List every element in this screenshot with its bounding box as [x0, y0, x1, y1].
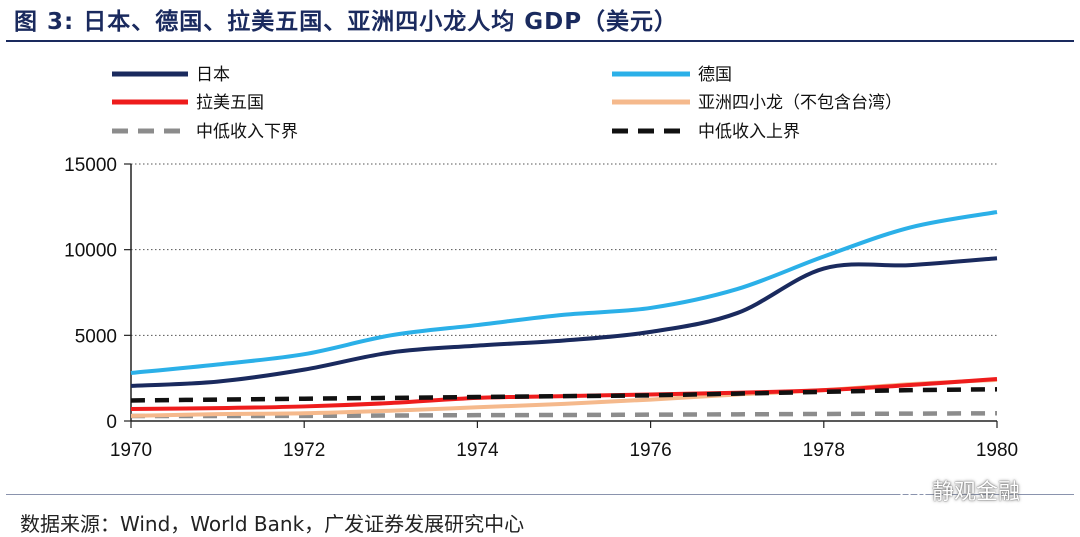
figure-title: 图 3: 日本、德国、拉美五国、亚洲四小龙人均 GDP（美元）	[14, 9, 679, 35]
legend-label-3: 亚洲四小龙（不包含台湾）	[698, 93, 902, 113]
axes	[124, 163, 998, 428]
x-tick-label: 1972	[283, 440, 325, 461]
series-line-1	[130, 210, 998, 376]
footer-divider	[6, 494, 1074, 495]
title-divider	[6, 40, 1074, 42]
y-tick-label: 15000	[64, 155, 117, 176]
watermark: 静观金融	[900, 474, 1020, 506]
series-line-5	[130, 387, 998, 403]
series-line-4	[130, 411, 998, 419]
data-source-note: 数据来源：Wind，World Bank，广发证券发展研究中心	[20, 512, 525, 536]
series-lines	[130, 210, 998, 419]
watermark-text: 静观金融	[932, 480, 1021, 505]
y-tick-label: 5000	[75, 326, 117, 347]
x-tick-label: 1970	[110, 440, 152, 461]
legend-label-5: 中低收入上界	[698, 122, 800, 142]
tick-labels: 0 5000 10000 15000 1970 1972 1974 1976 1978 1980	[64, 155, 1018, 461]
legend-label-2: 拉美五国	[196, 93, 264, 113]
legend-label-4: 中低收入下界	[196, 122, 298, 142]
x-tick-label: 1980	[976, 440, 1018, 461]
y-tick-label: 0	[106, 412, 117, 433]
series-line-0	[130, 256, 998, 388]
x-tick-label: 1974	[456, 440, 499, 461]
legend-label-0: 日本	[196, 65, 230, 85]
y-tick-label: 10000	[64, 241, 117, 262]
legend-label-1: 德国	[698, 65, 732, 85]
x-tick-label: 1978	[803, 440, 845, 461]
grid-lines	[131, 163, 997, 336]
wechat-icon	[900, 483, 926, 502]
x-tick-label: 1976	[629, 440, 671, 461]
